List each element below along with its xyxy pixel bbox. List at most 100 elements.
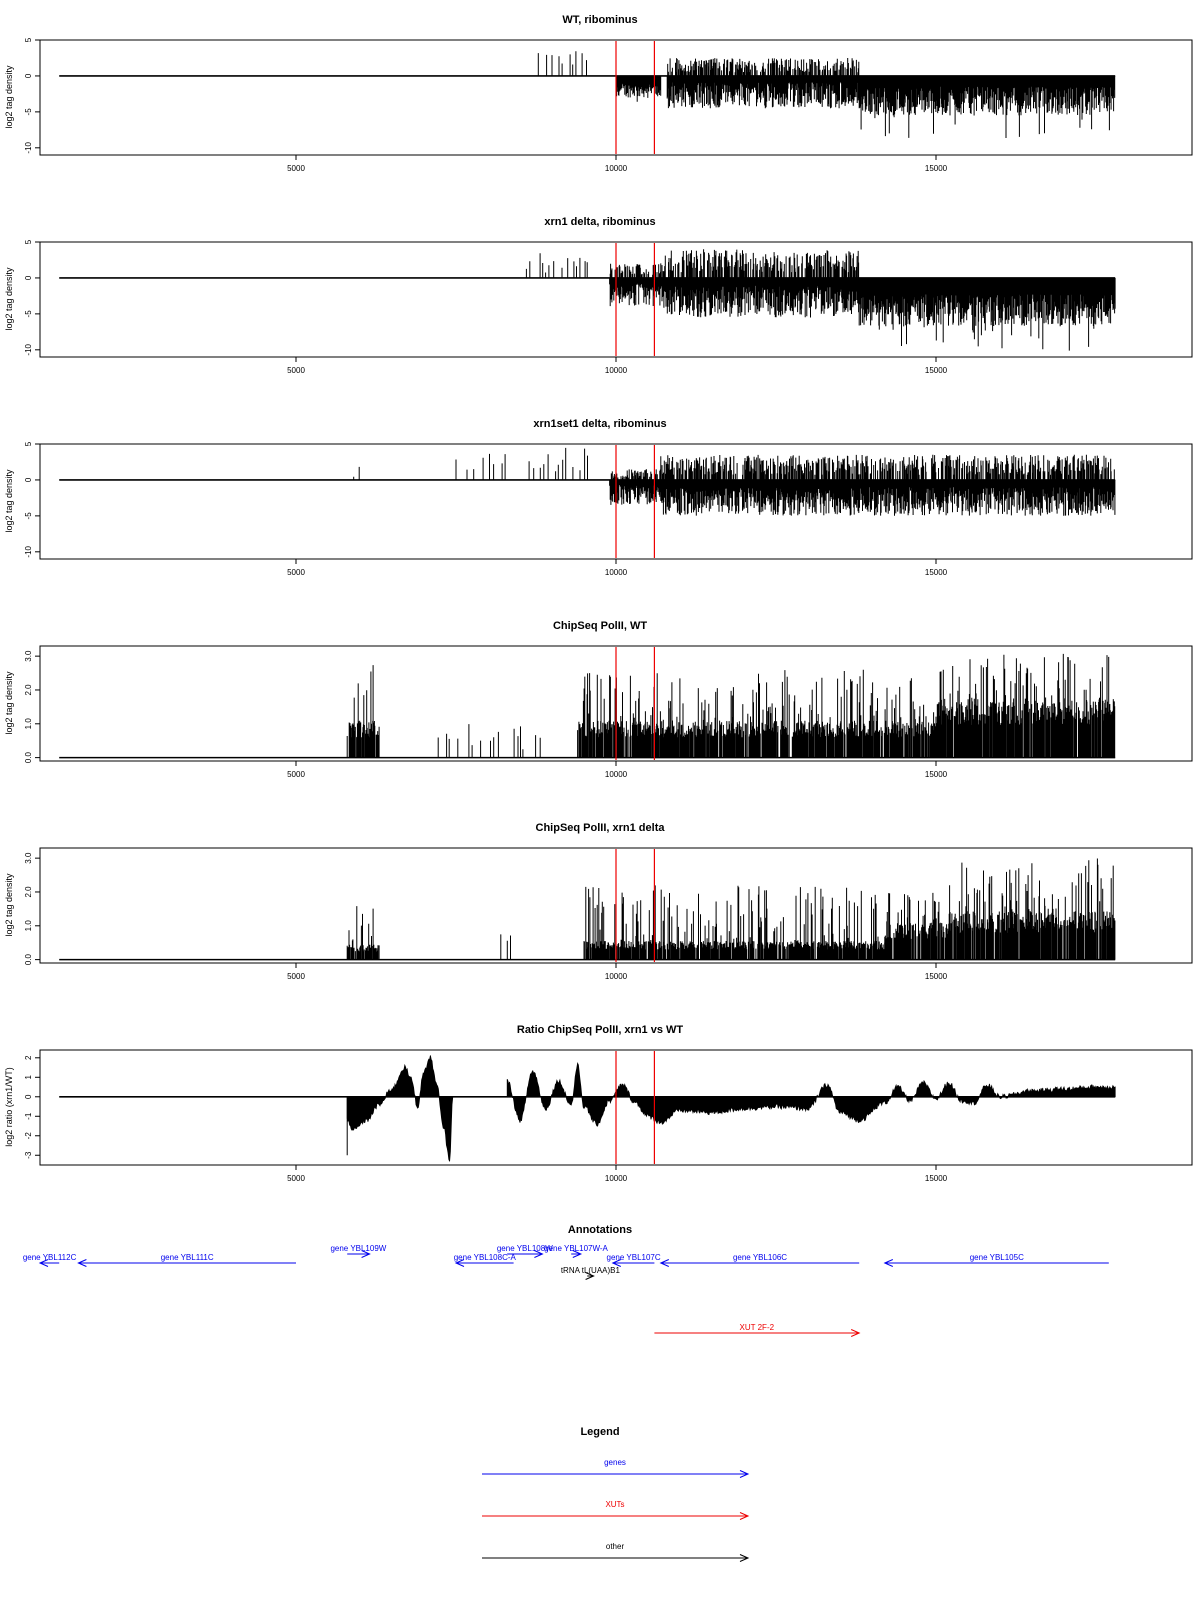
y-tick-label: -5 (24, 512, 33, 520)
signal-segment (455, 447, 588, 480)
signal-bars (346, 665, 380, 758)
legend-label: genes (604, 1458, 626, 1467)
feature-arrow-head (850, 1329, 861, 1337)
feature-label: gene YBL112C (23, 1253, 77, 1262)
y-tick-label: -5 (24, 108, 33, 116)
x-tick-label: 10000 (605, 972, 628, 981)
y-tick-label: 0 (24, 1094, 33, 1099)
signal-segment (537, 51, 587, 76)
legend-label: XUTs (605, 1500, 624, 1509)
y-tick-label: -2 (24, 1132, 33, 1140)
panel-plot: 5 0 -5 -10 5000 10000 15000 (24, 239, 1193, 375)
panel-plot: 5 0 -5 -10 5000 10000 15000 (24, 441, 1193, 577)
panel-wt-ribominus: WT, ribominus log2 tag density 5 0 -5 -10 50… (4, 14, 1193, 173)
legend-arrow-head (739, 1554, 750, 1562)
y-tick-label: -10 (24, 545, 33, 557)
signal-bars (884, 892, 949, 960)
signal-segment (948, 858, 1116, 960)
signal-segment (858, 277, 1116, 351)
signal-segment (609, 469, 661, 505)
legend-label: other (606, 1542, 625, 1551)
signal-segment (525, 253, 588, 278)
signal-bars (609, 263, 661, 307)
x-tick-label: 10000 (605, 568, 628, 577)
feature-label: gene YBL109W (330, 1244, 386, 1253)
annotation-feature: gene YBL109W (330, 1244, 387, 1258)
signal-segment (583, 885, 886, 960)
y-axis-label: log2 tag density (4, 671, 14, 735)
signal-bars (858, 277, 1116, 351)
annotation-feature: gene YBL107C (607, 1253, 661, 1267)
ratio-area (346, 1055, 454, 1162)
feature-label: gene YBL107C (607, 1253, 661, 1262)
panel-plot: 2 1 0 -1 -2 -3 5000 10000 15000 (24, 1049, 1193, 1183)
y-tick-label: -5 (24, 310, 33, 318)
annotation-feature: gene YBL107W-A (544, 1244, 609, 1258)
signal-segment (437, 724, 541, 758)
panel-xrn1set1-ribominus: xrn1set1 delta, ribominus log2 tag densi… (4, 418, 1193, 577)
panel-ratio: Ratio ChipSeq PolII, xrn1 vs WT log2 rat… (4, 1024, 1193, 1183)
x-tick-label: 5000 (287, 770, 305, 779)
legend-items: genes XUTs other (482, 1458, 750, 1562)
legend-arrow-head (739, 1470, 750, 1478)
panel-chipseq-wt: ChipSeq PolII, WT log2 tag density 3.0 2.… (4, 620, 1193, 779)
ratio-area (506, 1061, 1116, 1127)
feature-label: gene YBL108C-A (454, 1253, 517, 1262)
x-tick-label: 15000 (925, 568, 948, 577)
signal-bars (935, 653, 1116, 758)
y-axis-label: log2 tag density (4, 469, 14, 533)
y-axis-label: log2 tag density (4, 65, 14, 129)
signal-bars (500, 934, 511, 960)
x-tick-label: 10000 (605, 1174, 628, 1183)
annotation-feature: tRNA tL(UAA)B1 (561, 1266, 621, 1280)
legend-item: XUTs (482, 1500, 750, 1520)
signal-segment (609, 263, 661, 307)
y-axis-label: log2 ratio (xrn1/WT) (4, 1067, 14, 1147)
legend-item: other (482, 1542, 750, 1562)
annotations-title: Annotations (568, 1224, 632, 1236)
signal-segment (666, 58, 860, 109)
legend-arrow-head (739, 1512, 750, 1520)
y-axis-label: log2 tag density (4, 873, 14, 937)
x-tick-label: 10000 (605, 770, 628, 779)
annotations-track: Annotations gene YBL112C gene YBL111Cgene… (23, 1224, 1109, 1337)
signal-bars (455, 447, 588, 480)
panel-chipseq-xrn1: ChipSeq PolII, xrn1 delta log2 tag densi… (4, 822, 1193, 981)
signal-segment (935, 653, 1116, 758)
feature-arrow-head (534, 1250, 544, 1258)
annotation-feature: gene YBL108W (497, 1244, 553, 1258)
panel-plot: 5 0 -5 -10 5000 10000 15000 (24, 37, 1193, 173)
annotation-feature: gene YBL105C (883, 1253, 1109, 1267)
x-tick-label: 15000 (925, 366, 948, 375)
feature-label: tRNA tL(UAA)B1 (561, 1266, 621, 1275)
legend-title: Legend (580, 1426, 619, 1438)
feature-arrow-head (585, 1272, 595, 1280)
y-tick-label: 5 (24, 441, 33, 446)
signal-segment (353, 466, 360, 480)
signal-segment (884, 892, 949, 960)
signal-bars (346, 906, 380, 960)
signal-segment (346, 906, 380, 960)
signal-bars (948, 858, 1116, 960)
feature-label: gene YBL105C (970, 1253, 1024, 1262)
x-tick-label: 5000 (287, 366, 305, 375)
annotation-features: gene YBL112C gene YBL111C gene YBL109W gene… (23, 1244, 1109, 1337)
y-tick-label: -10 (24, 343, 33, 355)
panel-title: xrn1set1 delta, ribominus (533, 418, 666, 430)
signal-bars (660, 454, 1116, 516)
signal-bars (666, 58, 860, 109)
signal-bars (525, 253, 588, 278)
feature-label: gene YBL106C (733, 1253, 787, 1262)
legend-item: genes (482, 1458, 750, 1478)
x-tick-label: 15000 (925, 164, 948, 173)
feature-arrow-head (572, 1250, 583, 1258)
y-tick-label: 2.0 (24, 886, 33, 898)
y-tick-label: 2.0 (24, 684, 33, 696)
y-tick-label: 5 (24, 37, 33, 42)
x-tick-label: 5000 (287, 568, 305, 577)
legend: Legend genes XUTs other (482, 1426, 750, 1562)
annotation-feature: gene YBL111C (77, 1253, 296, 1267)
panel-xrn1-ribominus: xrn1 delta, ribominus log2 tag density 5… (4, 216, 1193, 375)
x-tick-label: 5000 (287, 164, 305, 173)
